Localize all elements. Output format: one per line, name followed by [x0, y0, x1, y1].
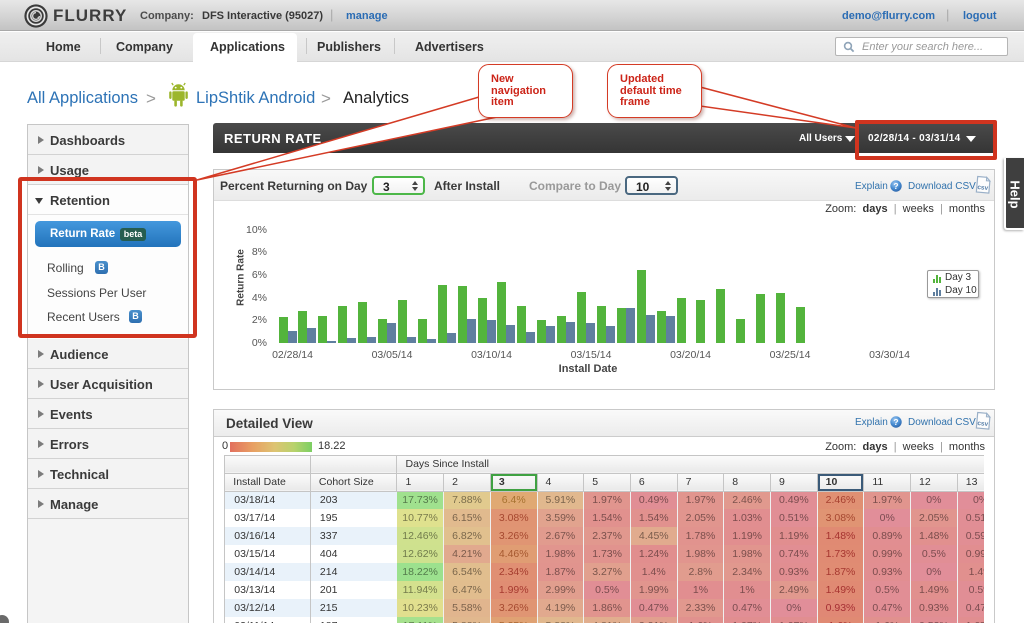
- svg-text:csv: csv: [977, 420, 989, 428]
- svg-text:?: ?: [893, 181, 898, 191]
- svg-text:?: ?: [893, 417, 898, 427]
- svg-text:csv: csv: [977, 184, 989, 192]
